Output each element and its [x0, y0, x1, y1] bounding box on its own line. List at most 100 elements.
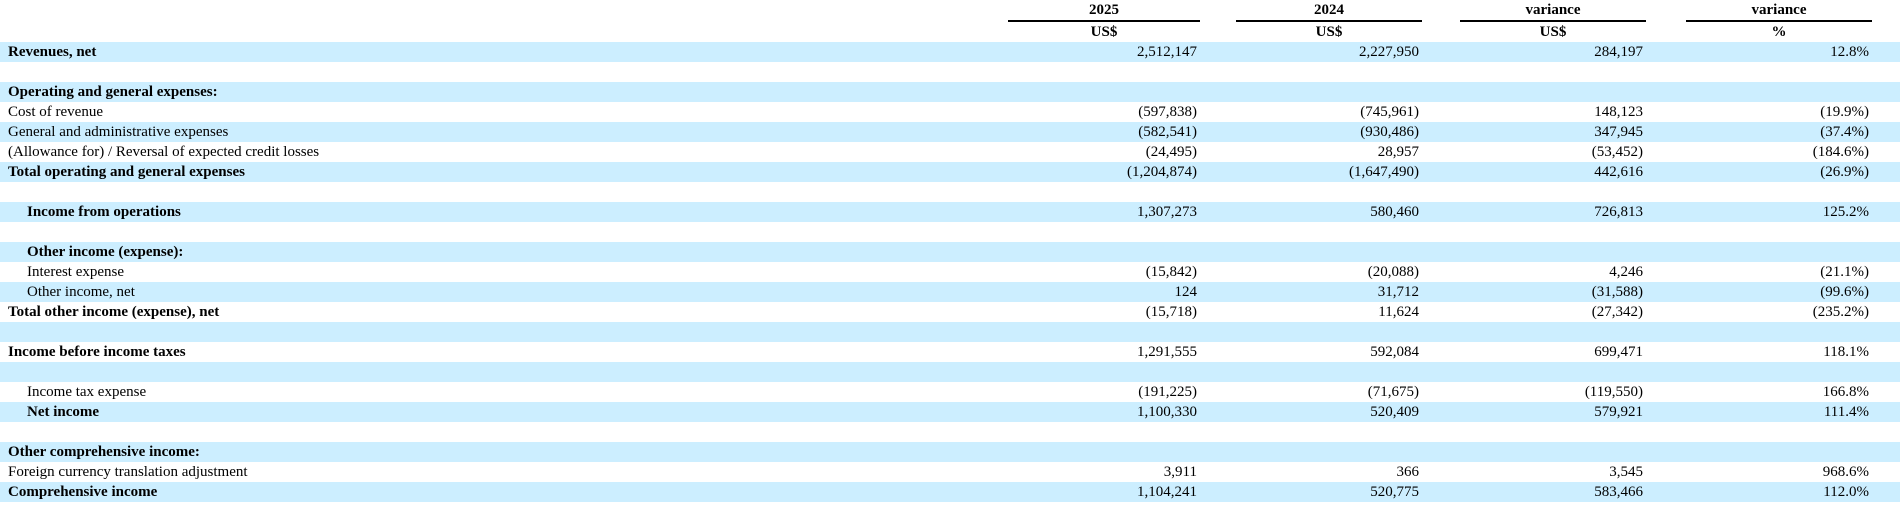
table-row: Other income, net 124 31,712 (31,588) (9… — [0, 282, 1900, 302]
table-row: Revenues, net 2,512,147 2,227,950 284,19… — [0, 42, 1900, 62]
value-variance-usd: 579,921 — [1594, 404, 1643, 420]
value-variance-usd: (53,452) — [1591, 144, 1643, 160]
row-label: Total operating and general expenses — [8, 164, 245, 180]
column-gap — [1200, 162, 1236, 182]
right-margin — [1872, 42, 1900, 62]
column-gap — [1422, 182, 1460, 202]
value-variance-pct: 12.8% — [1830, 44, 1869, 60]
value-variance-pct — [1686, 222, 1872, 242]
column-gap — [1200, 102, 1236, 122]
value-2024: (71,675) — [1367, 384, 1419, 400]
column-gap — [1422, 21, 1460, 42]
header-row-units: US$ US$ US$ % — [0, 21, 1900, 42]
column-gap — [1200, 222, 1236, 242]
value-variance-usd: 3,545 — [1609, 464, 1643, 480]
value-2024: 31,712 — [1377, 284, 1419, 300]
column-gap — [1200, 322, 1236, 342]
value-variance-usd: 347,945 — [1594, 124, 1643, 140]
column-gap — [1200, 21, 1236, 42]
value-variance-pct: 111.4% — [1823, 404, 1869, 420]
value-variance-usd — [1460, 82, 1646, 102]
value-2025: (15,842) — [1145, 264, 1197, 280]
table-row: Cost of revenue (597,838) (745,961) 148,… — [0, 102, 1900, 122]
column-gap — [1422, 222, 1460, 242]
table-row: Foreign currency translation adjustment … — [0, 462, 1900, 482]
table-row: Comprehensive income 1,104,241 520,775 5… — [0, 482, 1900, 502]
value-2024 — [1236, 362, 1422, 382]
column-header-2025: 2025 — [1008, 0, 1200, 22]
column-gap — [1200, 382, 1236, 402]
column-gap — [1422, 62, 1460, 82]
income-statement-table: 2025 2024 variance variance US$ US$ US$ … — [0, 0, 1900, 502]
row-label: Foreign currency translation adjustment — [8, 464, 248, 480]
value-2024: 580,460 — [1370, 204, 1419, 220]
value-2024: (1,647,490) — [1349, 164, 1419, 180]
table-row — [0, 182, 1900, 202]
column-gap — [1646, 442, 1686, 462]
value-2025: 1,104,241 — [1137, 484, 1197, 500]
value-2025 — [1008, 182, 1200, 202]
value-variance-usd — [1460, 422, 1646, 442]
value-2024 — [1236, 222, 1422, 242]
value-2024: 520,775 — [1370, 484, 1419, 500]
table-row: Other comprehensive income: — [0, 442, 1900, 462]
row-label: Income from operations — [27, 204, 181, 220]
value-variance-pct: (184.6%) — [1812, 144, 1869, 160]
column-gap — [1200, 62, 1236, 82]
row-label: Revenues, net — [8, 44, 97, 60]
column-gap — [1646, 102, 1686, 122]
value-2025: 1,307,273 — [1137, 204, 1197, 220]
value-variance-usd: 699,471 — [1594, 344, 1643, 360]
column-gap — [1422, 202, 1460, 222]
column-gap — [1646, 202, 1686, 222]
right-margin — [1872, 242, 1900, 262]
value-2025 — [1008, 322, 1200, 342]
column-gap — [1646, 222, 1686, 242]
right-margin — [1872, 202, 1900, 222]
column-gap — [1646, 242, 1686, 262]
column-gap — [1200, 262, 1236, 282]
value-2025: (597,838) — [1138, 104, 1197, 120]
right-margin — [1872, 442, 1900, 462]
right-margin — [1872, 282, 1900, 302]
value-2025 — [1008, 242, 1200, 262]
row-label: Net income — [27, 404, 100, 420]
column-gap — [1422, 462, 1460, 482]
value-variance-pct: (99.6%) — [1820, 284, 1869, 300]
row-label: Total other income (expense), net — [8, 304, 220, 320]
value-2024 — [1236, 182, 1422, 202]
value-variance-usd: 148,123 — [1594, 104, 1643, 120]
right-margin — [1872, 382, 1900, 402]
column-gap — [1646, 62, 1686, 82]
value-variance-usd — [1460, 62, 1646, 82]
value-variance-usd: 284,197 — [1594, 44, 1643, 60]
column-gap — [1422, 282, 1460, 302]
value-variance-usd: 4,246 — [1609, 264, 1643, 280]
column-gap — [1200, 242, 1236, 262]
column-gap — [1422, 362, 1460, 382]
value-2025 — [1008, 82, 1200, 102]
row-label: Other income, net — [27, 284, 135, 300]
row-label — [0, 62, 1008, 82]
column-gap — [1422, 102, 1460, 122]
column-gap — [1646, 482, 1686, 502]
column-gap — [1422, 442, 1460, 462]
value-variance-usd: 726,813 — [1594, 204, 1643, 220]
right-margin — [1872, 362, 1900, 382]
column-gap — [1200, 122, 1236, 142]
row-label — [0, 322, 1008, 342]
column-header-variance-pct: variance — [1686, 0, 1872, 22]
value-variance-pct: 118.1% — [1823, 344, 1869, 360]
right-margin — [1872, 122, 1900, 142]
value-2024: (930,486) — [1360, 124, 1419, 140]
column-gap — [1646, 82, 1686, 102]
row-label: Income tax expense — [27, 384, 147, 400]
value-variance-pct — [1686, 182, 1872, 202]
value-2025 — [1008, 442, 1200, 462]
right-margin — [1872, 102, 1900, 122]
value-2024 — [1236, 62, 1422, 82]
value-2024: 11,624 — [1378, 304, 1419, 320]
unit-header-usd-2024: US$ — [1315, 24, 1343, 40]
column-header-variance-usd: variance — [1460, 0, 1646, 22]
column-gap — [1422, 402, 1460, 422]
